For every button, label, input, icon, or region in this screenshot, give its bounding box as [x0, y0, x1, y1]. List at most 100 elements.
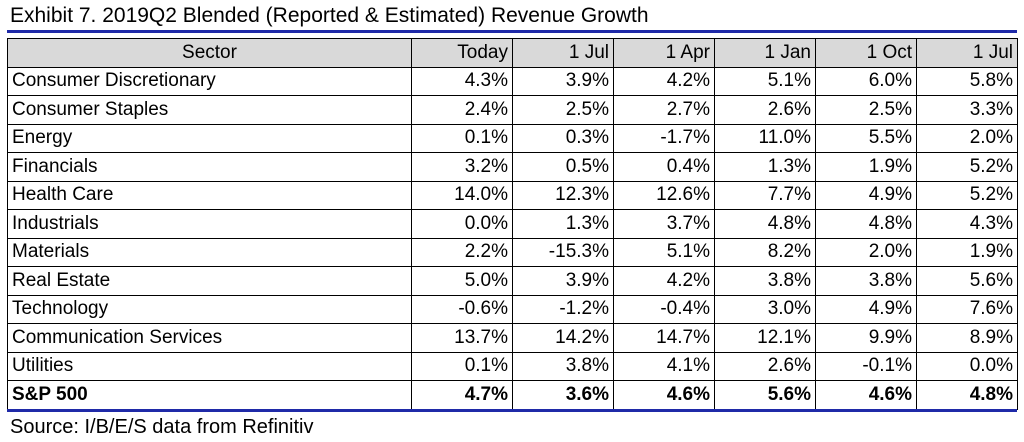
growth-value-cell: -15.3%: [512, 237, 614, 267]
growth-value-cell: 4.3%: [916, 209, 1018, 239]
growth-value-cell: -0.1%: [815, 351, 917, 381]
growth-value-cell: 3.9%: [512, 266, 614, 296]
growth-value-cell: 0.1%: [411, 123, 513, 153]
total-label: S&P 500: [7, 380, 412, 410]
growth-value-cell: 4.3%: [411, 66, 513, 96]
source-note: Source: I/B/E/S data from Refinitiv: [10, 416, 314, 438]
table-row: Financials 3.2% 0.5% 0.4% 1.3% 1.9% 5.2%: [7, 152, 1018, 182]
total-value-cell: 4.6%: [815, 380, 917, 410]
growth-value-cell: 0.5%: [512, 152, 614, 182]
growth-value-cell: 2.2%: [411, 237, 513, 267]
sector-name: Industrials: [7, 209, 412, 239]
growth-value-cell: 0.1%: [411, 351, 513, 381]
growth-value-cell: 2.0%: [815, 237, 917, 267]
growth-value-cell: 5.8%: [916, 66, 1018, 96]
growth-value-cell: 5.6%: [916, 266, 1018, 296]
growth-value-cell: 2.6%: [714, 95, 816, 125]
growth-value-cell: 4.2%: [613, 66, 715, 96]
growth-value-cell: 2.7%: [613, 95, 715, 125]
exhibit-title: Exhibit 7. 2019Q2 Blended (Reported & Es…: [10, 4, 649, 27]
total-value-cell: 3.6%: [512, 380, 614, 410]
growth-value-cell: 2.5%: [815, 95, 917, 125]
table-row: Technology -0.6% -1.2% -0.4% 3.0% 4.9% 7.6%: [7, 294, 1018, 324]
growth-value-cell: 14.7%: [613, 323, 715, 353]
growth-value-cell: -1.7%: [613, 123, 715, 153]
growth-value-cell: 4.1%: [613, 351, 715, 381]
growth-value-cell: 5.0%: [411, 266, 513, 296]
growth-value-cell: 3.7%: [613, 209, 715, 239]
growth-value-cell: 1.9%: [916, 237, 1018, 267]
sector-name: Utilities: [7, 351, 412, 381]
growth-value-cell: 2.5%: [512, 95, 614, 125]
sector-name: Financials: [7, 152, 412, 182]
growth-value-cell: 7.7%: [714, 180, 816, 210]
growth-value-cell: -0.6%: [411, 294, 513, 324]
sector-name: Consumer Staples: [7, 95, 412, 125]
growth-value-cell: 11.0%: [714, 123, 816, 153]
total-value-cell: 4.6%: [613, 380, 715, 410]
column-header-1-jul: 1 Jul: [512, 38, 614, 68]
growth-value-cell: 3.8%: [714, 266, 816, 296]
total-value-cell: 5.6%: [714, 380, 816, 410]
growth-value-cell: 3.8%: [512, 351, 614, 381]
growth-value-cell: 1.3%: [512, 209, 614, 239]
table-row: Consumer Staples 2.4% 2.5% 2.7% 2.6% 2.5% 3.3%: [7, 95, 1018, 125]
growth-value-cell: 0.0%: [916, 351, 1018, 381]
growth-value-cell: 3.8%: [815, 266, 917, 296]
growth-value-cell: 9.9%: [815, 323, 917, 353]
column-header-1-jul-prior: 1 Jul: [916, 38, 1018, 68]
table-row: Communication Services 13.7% 14.2% 14.7% 12.…: [7, 323, 1018, 353]
growth-value-cell: 4.8%: [815, 209, 917, 239]
table-row: Industrials 0.0% 1.3% 3.7% 4.8% 4.8% 4.3%: [7, 209, 1018, 239]
growth-value-cell: 8.2%: [714, 237, 816, 267]
growth-value-cell: 7.6%: [916, 294, 1018, 324]
growth-value-cell: 12.1%: [714, 323, 816, 353]
table-row: Real Estate 5.0% 3.9% 4.2% 3.8% 3.8% 5.6%: [7, 266, 1018, 296]
growth-value-cell: 4.8%: [714, 209, 816, 239]
growth-value-cell: 0.3%: [512, 123, 614, 153]
growth-value-cell: 13.7%: [411, 323, 513, 353]
table-row: Consumer Discretionary 4.3% 3.9% 4.2% 5.1% 6.…: [7, 66, 1018, 96]
column-header-sector: Sector: [7, 38, 412, 68]
growth-value-cell: 12.3%: [512, 180, 614, 210]
sector-name: Materials: [7, 237, 412, 267]
growth-value-cell: 4.2%: [613, 266, 715, 296]
sector-name: Energy: [7, 123, 412, 153]
growth-value-cell: 2.0%: [916, 123, 1018, 153]
growth-value-cell: 12.6%: [613, 180, 715, 210]
column-header-1-apr: 1 Apr: [613, 38, 715, 68]
growth-value-cell: 5.1%: [714, 66, 816, 96]
sector-name: Communication Services: [7, 323, 412, 353]
growth-value-cell: 3.2%: [411, 152, 513, 182]
growth-value-cell: 3.0%: [714, 294, 816, 324]
growth-value-cell: 5.5%: [815, 123, 917, 153]
column-header-today: Today: [411, 38, 513, 68]
table-row: Health Care 14.0% 12.3% 12.6% 7.7% 4.9% 5.2%: [7, 180, 1018, 210]
growth-value-cell: 2.6%: [714, 351, 816, 381]
growth-value-cell: 1.9%: [815, 152, 917, 182]
growth-value-cell: 6.0%: [815, 66, 917, 96]
growth-value-cell: 4.9%: [815, 294, 917, 324]
total-value-cell: 4.8%: [916, 380, 1018, 410]
sector-name: Health Care: [7, 180, 412, 210]
growth-value-cell: 3.9%: [512, 66, 614, 96]
sector-name: Technology: [7, 294, 412, 324]
total-row: S&P 500 4.7% 3.6% 4.6% 5.6% 4.6% 4.8%: [7, 380, 1018, 410]
growth-value-cell: 3.3%: [916, 95, 1018, 125]
sector-name: Real Estate: [7, 266, 412, 296]
header-row: Sector Today 1 Jul 1 Apr 1 Jan 1 Oct 1 J…: [7, 38, 1018, 68]
growth-value-cell: 2.4%: [411, 95, 513, 125]
growth-value-cell: 5.1%: [613, 237, 715, 267]
growth-value-cell: 14.2%: [512, 323, 614, 353]
growth-value-cell: -0.4%: [613, 294, 715, 324]
growth-value-cell: 0.4%: [613, 152, 715, 182]
growth-value-cell: -1.2%: [512, 294, 614, 324]
total-value-cell: 4.7%: [411, 380, 513, 410]
growth-value-cell: 8.9%: [916, 323, 1018, 353]
column-header-1-jan: 1 Jan: [714, 38, 816, 68]
sector-name: Consumer Discretionary: [7, 66, 412, 96]
table-row: Energy 0.1% 0.3% -1.7% 11.0% 5.5% 2.0%: [7, 123, 1018, 153]
bottom-rule: [7, 409, 1017, 412]
growth-value-cell: 5.2%: [916, 152, 1018, 182]
table-row: Utilities 0.1% 3.8% 4.1% 2.6% -0.1% 0.0%: [7, 351, 1018, 381]
